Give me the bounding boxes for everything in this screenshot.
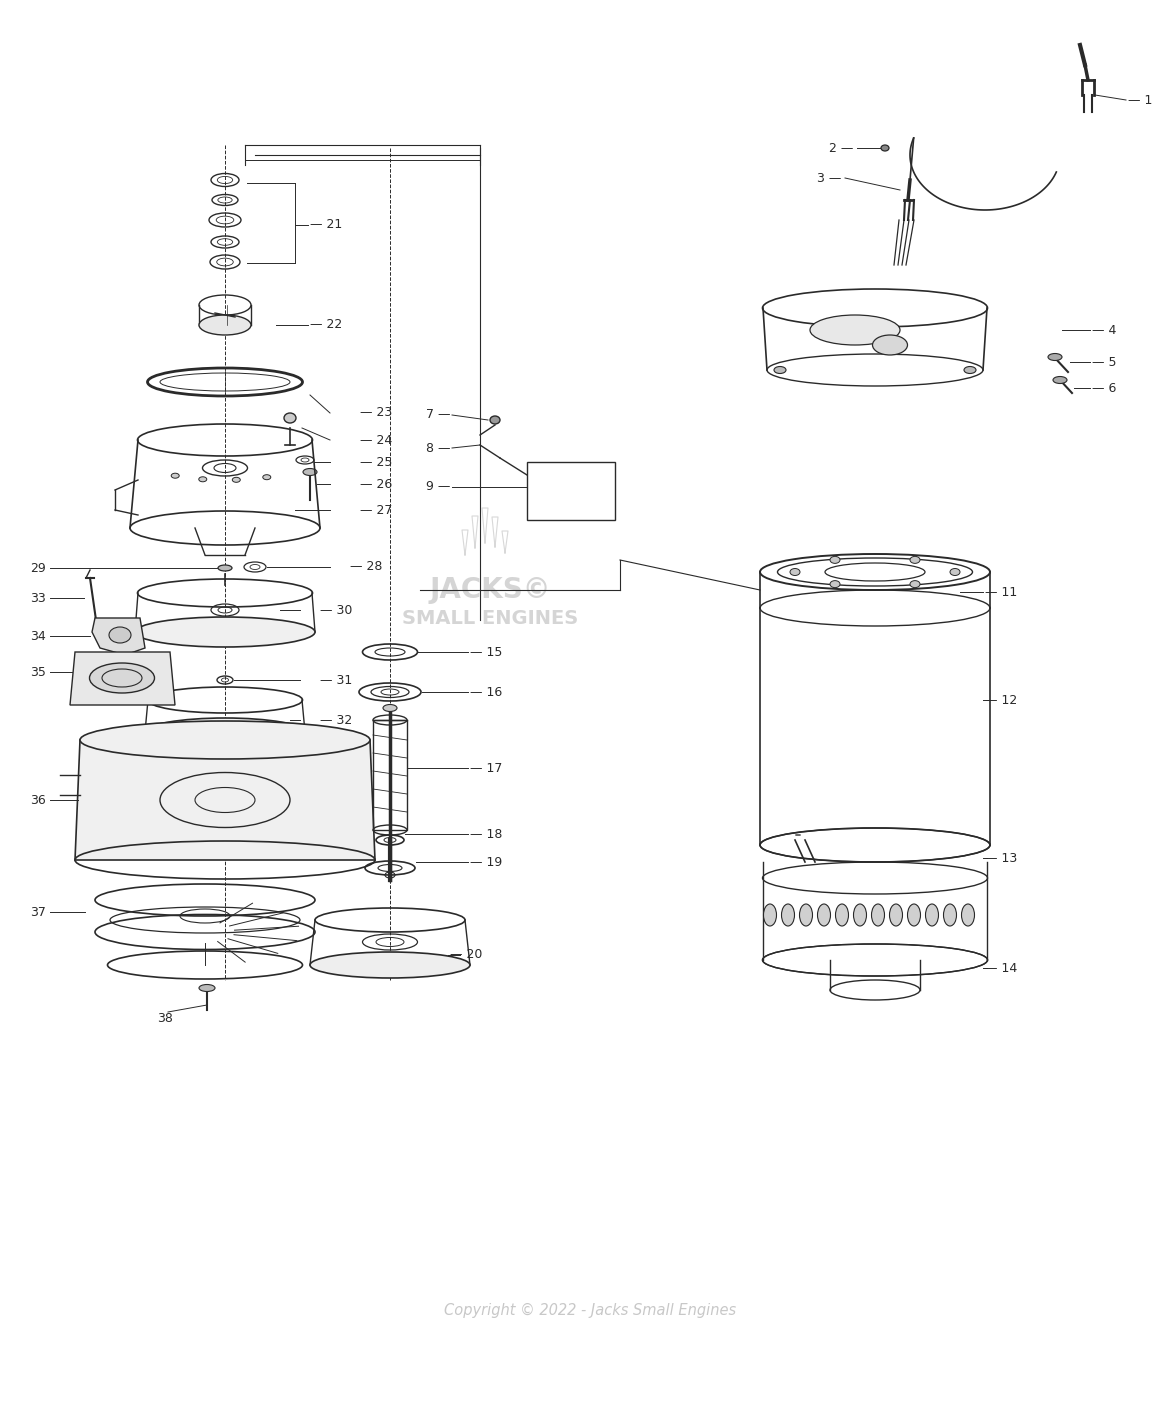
Polygon shape [92, 618, 145, 655]
Text: — 24: — 24 [360, 433, 393, 446]
Text: 36: 36 [31, 793, 46, 807]
Text: 8 —: 8 — [426, 442, 450, 455]
Ellipse shape [172, 473, 179, 479]
Text: — 1: — 1 [1128, 94, 1152, 107]
Ellipse shape [199, 985, 215, 992]
Ellipse shape [881, 145, 889, 151]
Ellipse shape [889, 904, 902, 926]
Ellipse shape [817, 904, 830, 926]
Ellipse shape [89, 664, 154, 693]
Text: 7 —: 7 — [426, 408, 450, 422]
Text: — 15: — 15 [470, 645, 502, 658]
Ellipse shape [810, 315, 900, 345]
Ellipse shape [830, 581, 840, 588]
Ellipse shape [774, 367, 786, 374]
Text: SMALL ENGINES: SMALL ENGINES [402, 608, 579, 628]
Ellipse shape [763, 904, 776, 926]
Text: — 13: — 13 [985, 851, 1017, 864]
Text: — 22: — 22 [310, 318, 342, 331]
Text: Copyright © 2022 - Jacks Small Engines: Copyright © 2022 - Jacks Small Engines [443, 1303, 736, 1317]
Text: — 30: — 30 [320, 604, 353, 617]
Text: 2 —: 2 — [829, 142, 853, 155]
Ellipse shape [233, 477, 240, 482]
Text: — 6: — 6 [1093, 381, 1116, 395]
Ellipse shape [490, 416, 500, 423]
Ellipse shape [943, 904, 956, 926]
Ellipse shape [790, 568, 800, 576]
Text: 34: 34 [31, 630, 46, 642]
Bar [373, 720, 407, 830]
Ellipse shape [800, 904, 813, 926]
Ellipse shape [283, 414, 296, 423]
Ellipse shape [910, 557, 920, 563]
Ellipse shape [926, 904, 938, 926]
Text: — 18: — 18 [470, 827, 502, 840]
Text: 9 —: 9 — [426, 480, 450, 493]
Ellipse shape [962, 904, 975, 926]
Text: 33: 33 [31, 591, 46, 604]
Text: — 4: — 4 [1093, 324, 1116, 337]
Text: — 32: — 32 [320, 713, 353, 726]
Ellipse shape [964, 367, 976, 374]
Ellipse shape [910, 581, 920, 588]
Ellipse shape [199, 477, 207, 482]
Ellipse shape [109, 627, 131, 642]
Text: — 16: — 16 [470, 685, 502, 699]
Text: — 25: — 25 [360, 456, 393, 469]
Polygon shape [75, 740, 375, 860]
Ellipse shape [950, 568, 960, 576]
Text: — 17: — 17 [470, 762, 502, 774]
Ellipse shape [835, 904, 849, 926]
Text: 37: 37 [31, 905, 46, 918]
Text: 29: 29 [31, 561, 46, 574]
Text: JACKS©: JACKS© [429, 576, 550, 604]
Text: — 21: — 21 [310, 219, 342, 232]
Ellipse shape [199, 315, 250, 335]
Text: — 28: — 28 [350, 560, 382, 574]
Ellipse shape [908, 904, 921, 926]
Ellipse shape [830, 557, 840, 563]
Ellipse shape [262, 475, 270, 480]
Text: — 12: — 12 [985, 693, 1017, 706]
Text: — 27: — 27 [360, 503, 393, 516]
Text: 3 —: 3 — [816, 172, 841, 185]
Ellipse shape [135, 617, 315, 647]
Text: — 11: — 11 [985, 585, 1017, 598]
Text: — 14: — 14 [985, 962, 1017, 975]
Ellipse shape [1048, 354, 1062, 361]
Text: 35: 35 [31, 665, 46, 678]
Ellipse shape [218, 566, 232, 571]
Text: — 23: — 23 [360, 406, 393, 419]
Text: — 31: — 31 [320, 674, 353, 686]
Ellipse shape [782, 904, 795, 926]
Text: — 5: — 5 [1093, 355, 1116, 368]
Ellipse shape [871, 904, 884, 926]
Text: — 20: — 20 [450, 948, 482, 962]
Ellipse shape [1053, 377, 1067, 384]
Ellipse shape [303, 469, 318, 476]
Ellipse shape [854, 904, 867, 926]
Ellipse shape [383, 705, 397, 712]
Text: 38: 38 [158, 1012, 173, 1025]
Polygon shape [71, 652, 175, 705]
Ellipse shape [873, 335, 908, 355]
Bar [527, 462, 615, 520]
Text: — 19: — 19 [470, 855, 502, 868]
Ellipse shape [80, 720, 370, 759]
Ellipse shape [145, 718, 305, 746]
Ellipse shape [310, 952, 470, 978]
Text: — 26: — 26 [360, 477, 393, 490]
